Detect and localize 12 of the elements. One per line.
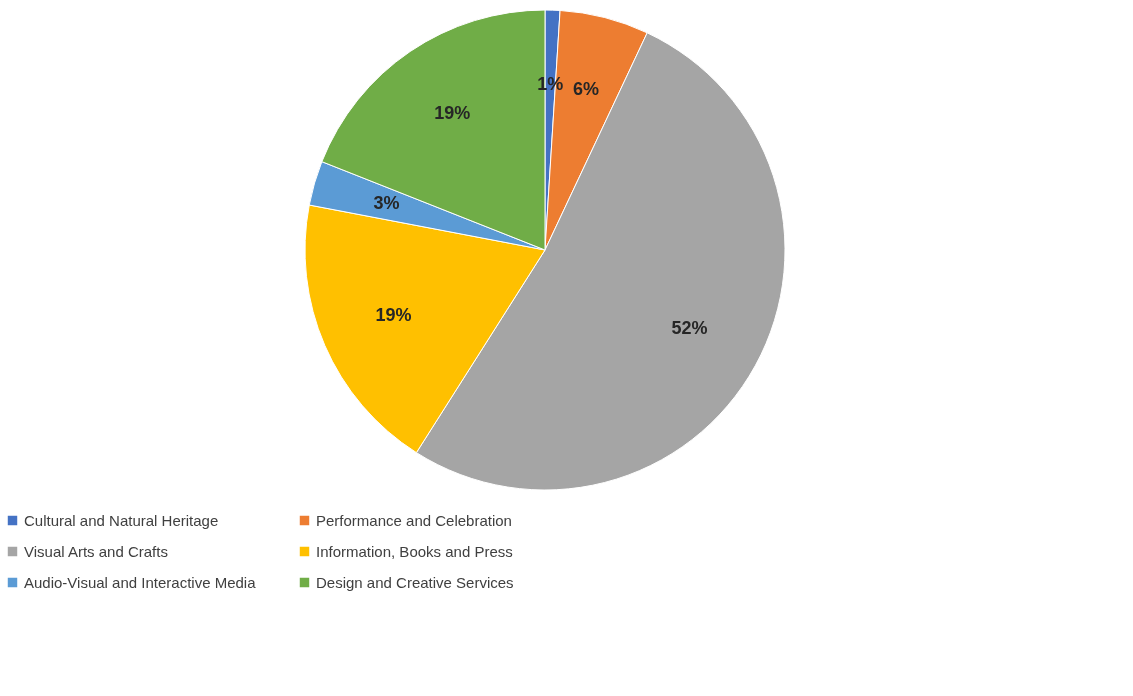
data-label: 52% — [671, 318, 708, 339]
data-label: 6% — [573, 79, 600, 100]
legend-label: Information, Books and Press — [316, 542, 513, 560]
data-label: 19% — [375, 304, 412, 325]
data-label: 19% — [434, 102, 471, 123]
data-label: 1% — [537, 74, 564, 95]
legend-label: Cultural and Natural Heritage — [24, 511, 219, 529]
legend-label: Audio-Visual and Interactive Media — [24, 573, 257, 591]
legend-label: Design and Creative Services — [316, 573, 514, 591]
legend-label: Performance and Celebration — [316, 511, 512, 529]
data-label: 3% — [373, 192, 400, 213]
legend-label: Visual Arts and Crafts — [24, 542, 168, 560]
